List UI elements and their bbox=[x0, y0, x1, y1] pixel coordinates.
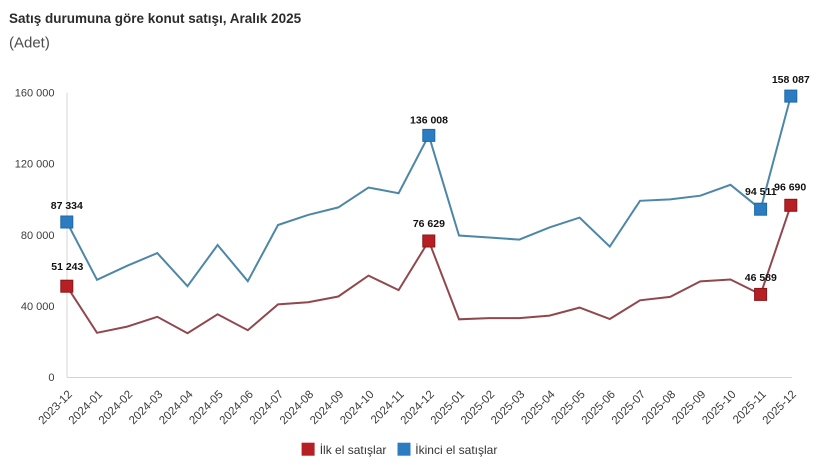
svg-text:40 000: 40 000 bbox=[21, 301, 55, 313]
svg-text:94 511: 94 511 bbox=[745, 186, 777, 198]
svg-text:46 589: 46 589 bbox=[745, 272, 777, 284]
svg-text:120 000: 120 000 bbox=[15, 159, 55, 171]
svg-text:(Adet): (Adet) bbox=[9, 35, 50, 52]
svg-text:96 690: 96 690 bbox=[774, 181, 806, 193]
svg-text:160 000: 160 000 bbox=[15, 88, 55, 100]
svg-text:76 629: 76 629 bbox=[413, 218, 445, 230]
svg-text:80 000: 80 000 bbox=[21, 230, 55, 242]
svg-text:51 243: 51 243 bbox=[51, 261, 83, 273]
svg-text:87 334: 87 334 bbox=[51, 200, 83, 212]
svg-text:Satış durumuna göre konut satı: Satış durumuna göre konut satışı, Aralık… bbox=[9, 11, 302, 26]
svg-text:İkinci el satışlar: İkinci el satışlar bbox=[415, 443, 497, 457]
svg-text:158 087: 158 087 bbox=[772, 74, 810, 86]
svg-text:İlk el satışlar: İlk el satışlar bbox=[320, 443, 387, 457]
svg-text:136 008: 136 008 bbox=[410, 114, 448, 126]
svg-text:0: 0 bbox=[48, 372, 54, 384]
